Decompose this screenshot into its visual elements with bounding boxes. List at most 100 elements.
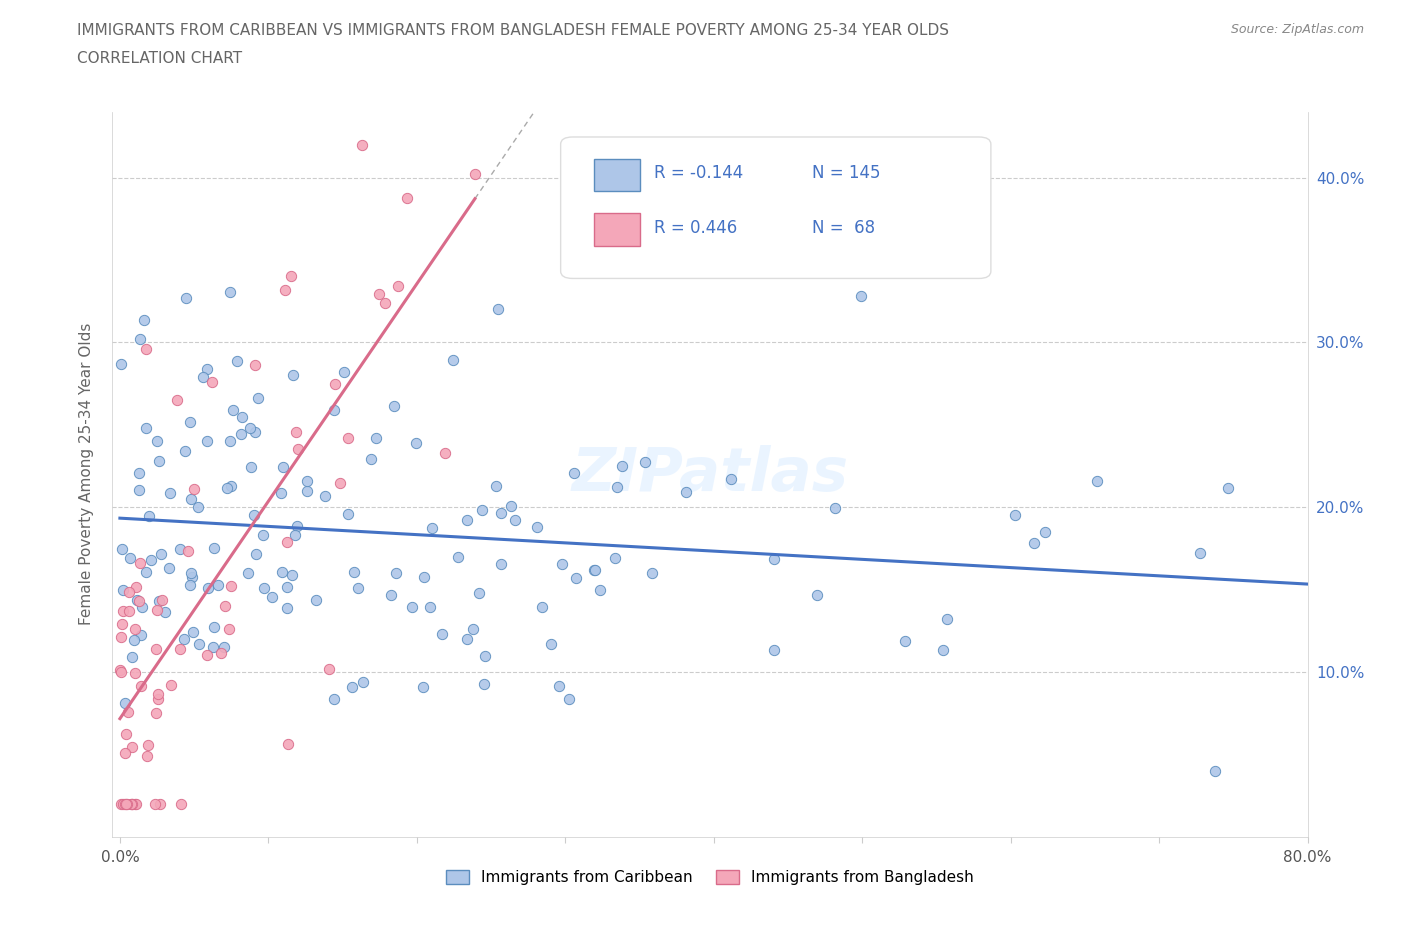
Point [284,527,307,542]
Point [382,398,405,413]
Point [366,431,388,445]
Point [110,664,132,679]
Point [219,578,242,593]
Point [118,604,141,618]
Point [240,459,263,474]
Point [281,368,304,383]
Point [150,592,173,607]
Point [485,479,508,494]
Point [214,639,236,654]
Point [405,435,427,450]
Point [117,797,139,812]
Point [245,546,267,561]
Point [157,560,180,575]
Point [110,797,132,812]
Point [606,480,628,495]
Point [245,424,267,439]
Point [273,459,295,474]
Point [720,472,742,486]
Point [486,302,509,317]
Point [894,633,917,648]
Point [387,279,409,294]
Point [1024,536,1046,551]
Point [177,544,200,559]
Point [221,402,243,417]
Point [318,662,340,677]
Point [202,619,225,634]
Point [352,674,374,689]
Y-axis label: Female Poverty Among 25-34 Year Olds: Female Poverty Among 25-34 Year Olds [79,323,94,626]
Point [456,512,478,527]
Point [146,692,169,707]
Point [374,296,396,311]
Point [135,420,157,435]
Point [120,551,142,565]
Point [226,353,249,368]
Point [219,285,242,299]
Point [120,797,142,812]
Text: R = -0.144: R = -0.144 [654,165,744,182]
FancyBboxPatch shape [595,159,640,192]
Point [384,565,406,580]
Point [583,563,606,578]
Point [197,580,219,595]
Point [209,645,232,660]
Point [295,473,318,488]
Point [412,679,434,694]
Point [280,269,302,284]
Point [762,551,785,566]
Point [166,392,188,407]
Point [125,580,148,595]
Point [464,166,486,181]
Point [169,797,191,812]
Point [124,797,146,812]
Point [239,421,262,436]
Point [115,797,138,812]
Point [121,797,143,812]
Point [128,593,150,608]
Point [276,579,298,594]
Point [489,505,512,520]
Point [136,748,159,763]
Point [346,580,368,595]
Point [433,445,456,460]
Point [641,565,664,580]
Point [352,138,374,153]
Point [173,631,195,646]
Point [558,691,581,706]
Point [149,797,172,812]
Point [181,570,204,585]
Point [129,628,152,643]
Point [131,679,153,694]
Point [160,678,183,693]
Point [121,649,143,664]
Point [121,797,143,812]
Point [202,640,225,655]
Point [1216,481,1239,496]
Point [270,486,292,501]
Point [932,642,955,657]
Point [238,565,260,580]
Point [125,592,148,607]
Text: IMMIGRANTS FROM CARIBBEAN VS IMMIGRANTS FROM BANGLADESH FEMALE POVERTY AMONG 25-: IMMIGRANTS FROM CARIBBEAN VS IMMIGRANTS … [77,23,949,38]
Point [252,527,274,542]
Point [360,452,382,467]
Point [540,637,562,652]
Point [219,478,242,493]
Point [336,506,359,521]
Point [159,485,181,500]
Point [274,282,297,297]
Point [132,312,155,327]
Point [135,565,157,579]
Point [503,512,526,527]
Point [419,600,441,615]
Point [441,352,464,367]
Point [499,498,522,513]
Point [284,424,307,439]
Point [276,601,298,616]
Point [128,465,150,480]
Point [111,617,134,631]
Point [849,289,872,304]
Point [401,600,423,615]
Point [180,565,202,580]
